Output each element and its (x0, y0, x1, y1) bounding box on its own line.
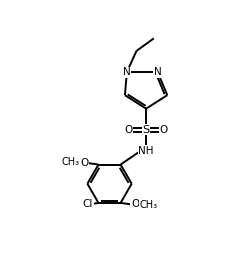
Text: N: N (123, 67, 131, 77)
Text: O: O (131, 199, 139, 209)
Text: CH₃: CH₃ (140, 201, 158, 210)
Text: NH: NH (138, 146, 154, 156)
Text: S: S (143, 125, 150, 135)
Text: Cl: Cl (83, 199, 93, 209)
Text: N: N (154, 67, 162, 77)
Text: CH₃: CH₃ (61, 157, 79, 167)
Text: O: O (159, 125, 168, 135)
Text: O: O (80, 158, 88, 168)
Text: O: O (125, 125, 133, 135)
